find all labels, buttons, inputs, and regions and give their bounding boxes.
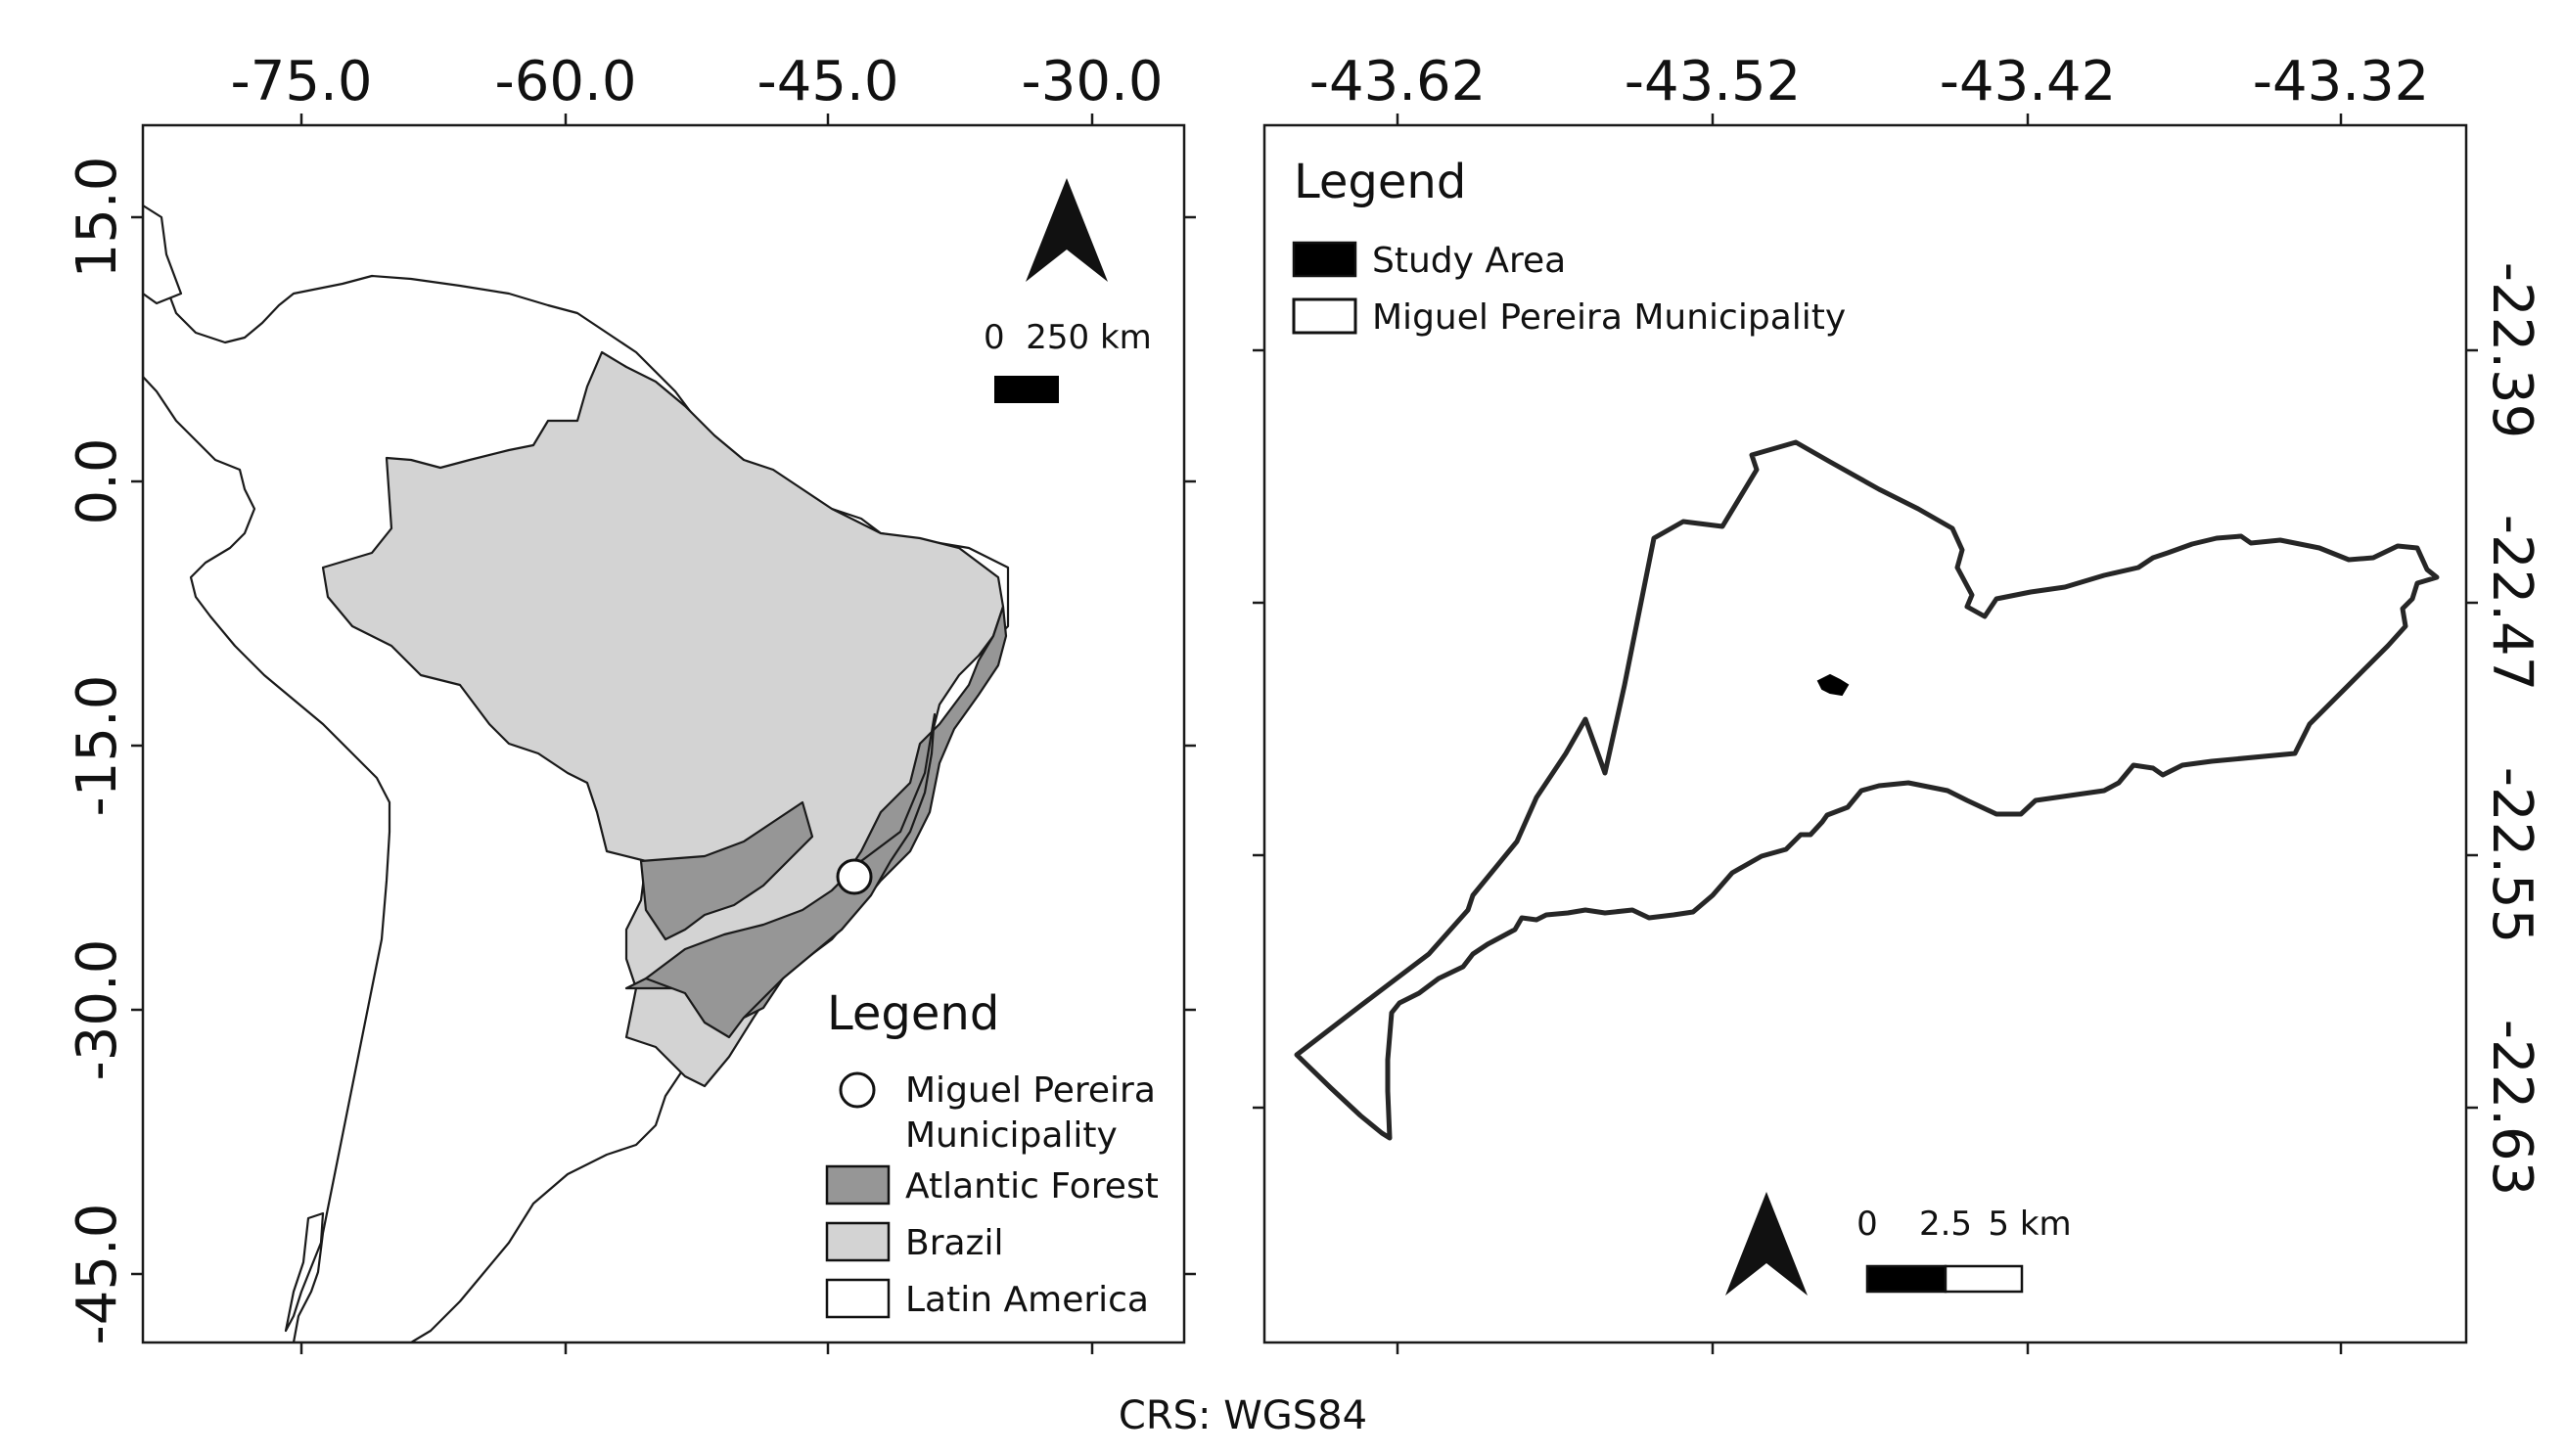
left-map: -75.0 -60.0 -45.0 -30.0 15.0 0.0 -15.0 -… [66,50,1196,1354]
right-y-tick-label: -22.55 [2480,767,2543,944]
crs-label: CRS: WGS84 [1119,1393,1367,1438]
left-y-tick-label: -45.0 [66,1204,129,1345]
legend-point-symbol [839,1071,876,1109]
legend-item-label: Municipality [905,1115,1118,1156]
legend-item-label: Miguel Pereira [905,1070,1156,1111]
legend-item-label: Study Area [1372,241,1566,281]
right-x-tick-label: -43.62 [1309,50,1487,114]
study-area-polygon [1816,673,1850,697]
north-arrow-icon [1026,178,1108,282]
legend-swatch-atlantic-forest [825,1164,891,1206]
legend-swatch-latin-america [825,1278,891,1319]
right-scale-label: 5 km [1988,1205,2071,1244]
left-legend-title: Legend [827,986,999,1041]
legend-swatch-study-area [1292,241,1357,278]
left-x-tick-label: -60.0 [495,50,637,114]
right-x-tick-label: -43.32 [2253,50,2430,114]
left-y-tick-label: -30.0 [66,939,129,1081]
right-y-tick-label: -22.47 [2480,515,2543,692]
left-y-tick-label: 0.0 [66,437,129,524]
left-x-tick-label: -45.0 [757,50,899,114]
right-y-tick-label: -22.63 [2480,1020,2543,1197]
chile-islands [284,1211,325,1333]
right-scale-bar-segment [1944,1264,2024,1294]
left-x-tick-label: -30.0 [1022,50,1164,114]
right-map-frame [1262,123,2468,1344]
right-y-tick-label: -22.39 [2480,262,2543,439]
left-map-frame [141,123,1186,1344]
north-arrow-icon [1725,1192,1808,1296]
right-legend: Legend Study Area Miguel Pereira Municip… [1292,155,1846,338]
right-scale-bar-segment [1865,1264,1947,1294]
left-scale-label: 0 250 km [984,318,1152,357]
legend-item-label: Atlantic Forest [905,1166,1159,1206]
miguel-pereira-point [836,858,873,895]
left-scale-bar [994,376,1059,403]
legend-swatch-brazil [825,1221,891,1262]
atlantic-forest-core [644,712,937,1039]
right-legend-title: Legend [1294,155,1466,209]
left-legend: Legend Miguel Pereira Municipality Atlan… [825,986,1159,1320]
right-map: -43.62 -43.52 -43.42 -43.32 -22.39 -22.4… [1253,50,2543,1354]
right-x-tick-label: -43.52 [1625,50,1802,114]
atlantic-forest-inland [639,800,814,941]
right-x-tick-label: -43.42 [1940,50,2117,114]
right-scale-label: 0 [1856,1205,1878,1244]
left-y-tick-label: 15.0 [66,157,129,279]
legend-item-label: Latin America [905,1280,1149,1320]
left-x-tick-label: -75.0 [231,50,373,114]
miguel-pereira-municipality-outline [1294,439,2440,1141]
legend-item-label: Miguel Pereira Municipality [1372,297,1846,338]
legend-swatch-municipality [1292,297,1357,335]
right-scale-label: 2.5 [1919,1205,1972,1244]
central-america-land [143,204,183,305]
legend-item-label: Brazil [905,1223,1003,1263]
left-y-tick-label: -15.0 [66,675,129,817]
